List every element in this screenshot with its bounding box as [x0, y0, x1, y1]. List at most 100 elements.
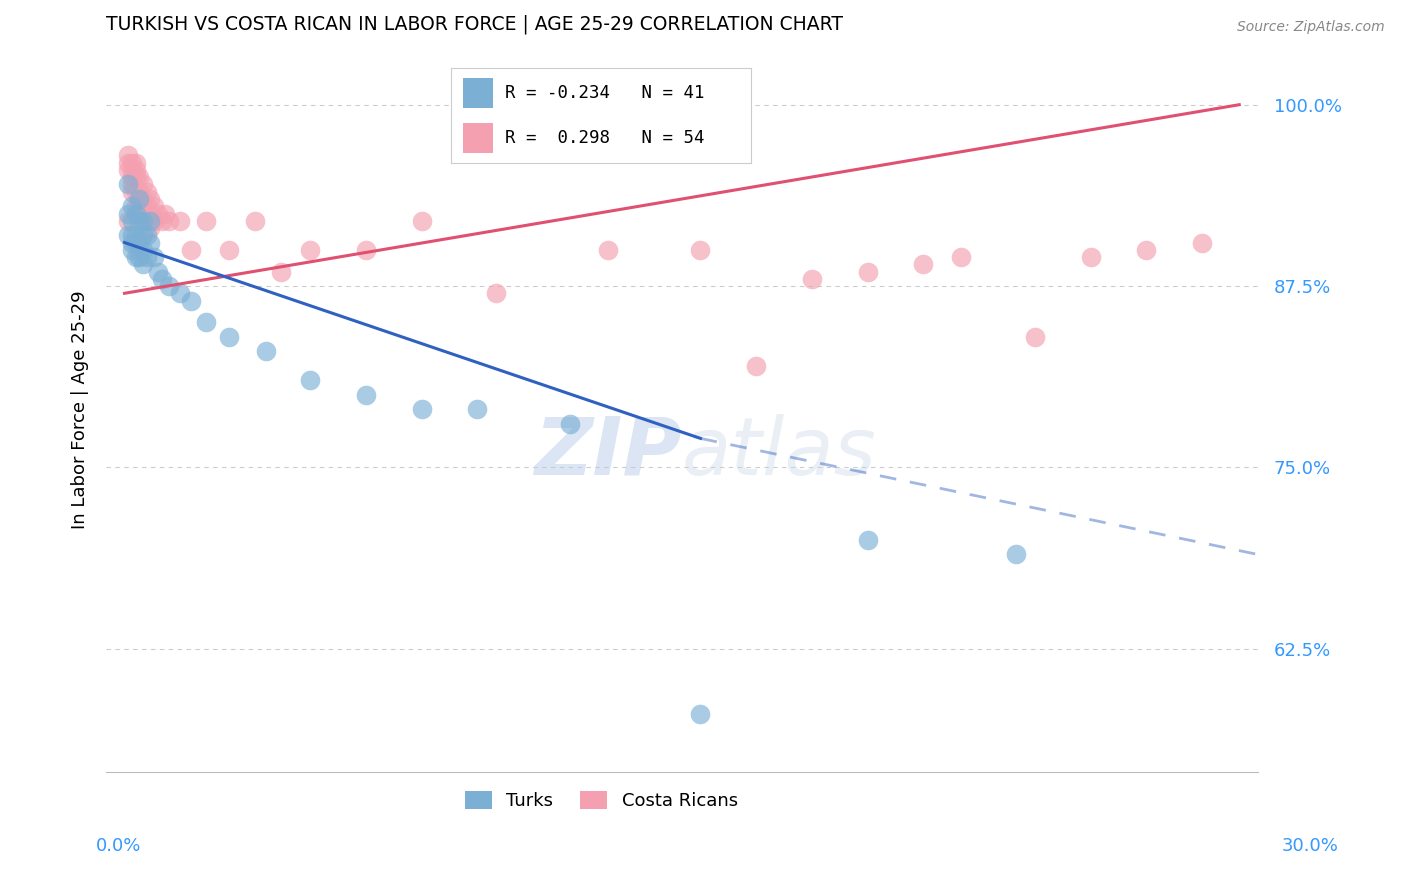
Point: [411, 213, 433, 227]
Point: [139, 206, 162, 220]
Point: [195, 315, 218, 329]
Point: [135, 228, 157, 243]
Point: [1005, 548, 1028, 562]
Point: [124, 163, 146, 178]
Text: Source: ZipAtlas.com: Source: ZipAtlas.com: [1237, 20, 1385, 34]
Point: [117, 148, 139, 162]
Point: [411, 402, 433, 417]
Point: [124, 155, 146, 169]
Point: [1135, 243, 1157, 257]
Point: [135, 185, 157, 199]
Point: [1024, 330, 1046, 344]
Point: [128, 192, 150, 206]
Point: [128, 206, 150, 220]
Point: [949, 250, 972, 264]
Point: [218, 243, 240, 257]
Point: [139, 192, 162, 206]
Point: [128, 250, 150, 264]
Point: [121, 155, 143, 169]
Point: [132, 199, 155, 213]
Point: [195, 213, 218, 227]
Point: [299, 243, 322, 257]
Point: [132, 213, 155, 227]
Point: [117, 213, 139, 227]
Text: TURKISH VS COSTA RICAN IN LABOR FORCE | AGE 25-29 CORRELATION CHART: TURKISH VS COSTA RICAN IN LABOR FORCE | …: [105, 15, 844, 35]
Point: [596, 243, 619, 257]
Point: [135, 213, 157, 227]
Point: [135, 250, 157, 264]
Point: [180, 243, 202, 257]
Point: [157, 279, 180, 293]
Point: [218, 330, 240, 344]
Point: [299, 373, 322, 387]
Point: [689, 706, 711, 721]
Point: [157, 213, 180, 227]
Point: [485, 286, 508, 301]
Point: [146, 206, 169, 220]
Point: [121, 235, 143, 250]
Point: [124, 170, 146, 185]
Point: [254, 344, 277, 359]
Point: [117, 178, 139, 192]
Point: [121, 213, 143, 227]
Legend: Turks, Costa Ricans: Turks, Costa Ricans: [457, 784, 745, 817]
Point: [124, 185, 146, 199]
Point: [856, 264, 879, 278]
Point: [128, 213, 150, 227]
Point: [135, 199, 157, 213]
Point: [117, 163, 139, 178]
Point: [139, 221, 162, 235]
Point: [128, 170, 150, 185]
Point: [800, 272, 823, 286]
Point: [121, 185, 143, 199]
Text: 0.0%: 0.0%: [96, 837, 141, 855]
Point: [270, 264, 292, 278]
Point: [143, 213, 166, 227]
Point: [124, 235, 146, 250]
Point: [143, 250, 166, 264]
Point: [121, 170, 143, 185]
Point: [912, 257, 935, 271]
Point: [150, 272, 173, 286]
Point: [467, 402, 489, 417]
Point: [1191, 235, 1213, 250]
Point: [143, 199, 166, 213]
Point: [124, 250, 146, 264]
Point: [169, 286, 191, 301]
Point: [132, 178, 155, 192]
Point: [354, 388, 377, 402]
Point: [139, 235, 162, 250]
Point: [132, 192, 155, 206]
Point: [128, 235, 150, 250]
Point: [856, 533, 879, 547]
Point: [132, 257, 155, 271]
Point: [132, 228, 155, 243]
Point: [117, 155, 139, 169]
Point: [180, 293, 202, 308]
Y-axis label: In Labor Force | Age 25-29: In Labor Force | Age 25-29: [72, 290, 89, 529]
Point: [146, 264, 169, 278]
Point: [169, 213, 191, 227]
Point: [128, 192, 150, 206]
Point: [121, 243, 143, 257]
Point: [121, 163, 143, 178]
Point: [1080, 250, 1102, 264]
Point: [132, 243, 155, 257]
Point: [121, 178, 143, 192]
Text: atlas: atlas: [682, 414, 876, 491]
Point: [155, 206, 177, 220]
Point: [117, 206, 139, 220]
Point: [124, 228, 146, 243]
Point: [121, 228, 143, 243]
Point: [139, 213, 162, 227]
Point: [128, 185, 150, 199]
Point: [124, 206, 146, 220]
Point: [117, 228, 139, 243]
Text: ZIP: ZIP: [534, 414, 682, 491]
Text: 30.0%: 30.0%: [1282, 837, 1339, 855]
Point: [560, 417, 582, 431]
Point: [124, 199, 146, 213]
Point: [354, 243, 377, 257]
Point: [150, 213, 173, 227]
Point: [745, 359, 768, 373]
